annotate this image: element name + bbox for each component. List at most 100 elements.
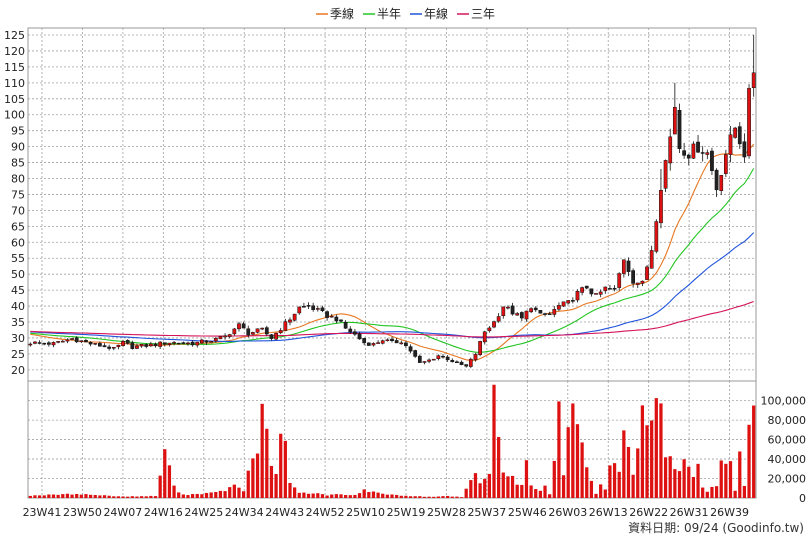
volume-bar (580, 442, 584, 498)
candle-body (274, 332, 278, 340)
candle-body (459, 361, 464, 365)
x-tick-label: 23W41 (23, 506, 62, 519)
candle-body (200, 339, 204, 344)
volume-bar (297, 492, 301, 498)
candle-body (621, 259, 626, 274)
candle-body (501, 306, 506, 316)
volume-bar (432, 496, 436, 498)
volume-bar (710, 486, 714, 498)
volume-bar (738, 451, 742, 498)
volume-bar (65, 493, 70, 498)
volume-bar (668, 456, 672, 498)
volume-bar (237, 487, 241, 498)
x-tick-label: 25W37 (467, 506, 506, 519)
candle-body (399, 342, 404, 345)
price-panel-frame (27, 27, 757, 382)
candle-body (737, 126, 742, 145)
volume-bar (228, 487, 232, 498)
volume-bars (28, 384, 756, 498)
volume-bar (88, 494, 93, 498)
candle-body (431, 358, 436, 361)
candle-body (28, 343, 33, 346)
candle-body (339, 319, 343, 322)
volume-bar (70, 494, 74, 498)
volume-tick-label: 80,000 (768, 414, 807, 427)
volume-bar (612, 463, 617, 498)
x-tick-label: 23W50 (63, 506, 102, 519)
candle-body (533, 307, 538, 311)
volume-bar (673, 469, 677, 498)
volume-bar (585, 467, 589, 498)
candle-body (195, 341, 200, 346)
candle-body (441, 355, 445, 358)
price-tick-label: 20 (11, 364, 25, 377)
candle-body (422, 361, 427, 363)
candle-body (519, 312, 524, 319)
candle-body (223, 335, 227, 338)
candle-body (436, 355, 441, 359)
volume-bar (149, 495, 153, 498)
volume-bar (339, 494, 343, 498)
volume-bar (186, 495, 190, 498)
volume-bar (455, 496, 459, 498)
x-axis-labels: 23W41 23W50 24W07 24W16 24W25 24W34 24W43 24W52… (23, 506, 749, 519)
candle-body (751, 72, 756, 89)
volume-bar (353, 494, 357, 498)
candle-body (445, 356, 450, 361)
volume-bar (121, 496, 125, 498)
candle-body (246, 328, 251, 336)
price-grid (28, 28, 756, 381)
x-tick-label: 24W34 (225, 506, 264, 519)
volume-bar (705, 491, 709, 498)
volume-bar (492, 384, 496, 498)
candle-body (70, 338, 74, 340)
price-axis-ticks: 20 25 30 35 40 45 50 55 60 65 70 75 80 85 90 95 100 105 11… (4, 29, 25, 377)
volume-bar (204, 492, 209, 498)
price-tick-label: 115 (4, 61, 25, 74)
volume-bar (84, 494, 88, 498)
candle-body (450, 359, 455, 363)
volume-bar (265, 428, 269, 498)
candle-body (677, 110, 682, 149)
candle-body (529, 308, 533, 313)
candle-body (640, 280, 645, 284)
candle-body (654, 221, 659, 252)
volume-bar (691, 477, 696, 498)
candle-body (130, 342, 135, 349)
candle-body (278, 330, 283, 334)
volume-bar (464, 488, 468, 498)
candle-body (404, 342, 408, 347)
candle-body (232, 328, 237, 335)
volume-bar (538, 490, 543, 498)
volume-bar (330, 494, 334, 498)
volume-bar (311, 493, 315, 498)
volume-bar (478, 483, 482, 498)
candle-body (264, 327, 269, 335)
volume-tick-label: 0 (799, 492, 806, 505)
candle-body (144, 344, 149, 347)
volume-bar (376, 492, 380, 498)
candle-body (33, 341, 37, 344)
candle-body (659, 190, 663, 224)
candle-body (218, 336, 223, 340)
price-tick-label: 35 (11, 316, 25, 329)
candle-body (380, 340, 385, 344)
candle-body (237, 323, 241, 330)
volume-bar (682, 459, 686, 498)
candle-body (88, 341, 93, 345)
volume-bar (251, 458, 255, 498)
volume-bar (696, 463, 700, 498)
volume-bar (515, 484, 519, 498)
candle-body (733, 127, 738, 138)
candle-body (42, 342, 47, 345)
volume-bar (626, 446, 631, 498)
volume-bar (102, 495, 107, 498)
volume-bar (172, 485, 176, 498)
legend-label-3: 三年 (471, 7, 495, 21)
candle-body (626, 260, 631, 272)
volume-bar (218, 490, 223, 498)
candle-body (60, 340, 65, 343)
volume-bar (501, 472, 505, 498)
volume-bar (640, 405, 645, 498)
